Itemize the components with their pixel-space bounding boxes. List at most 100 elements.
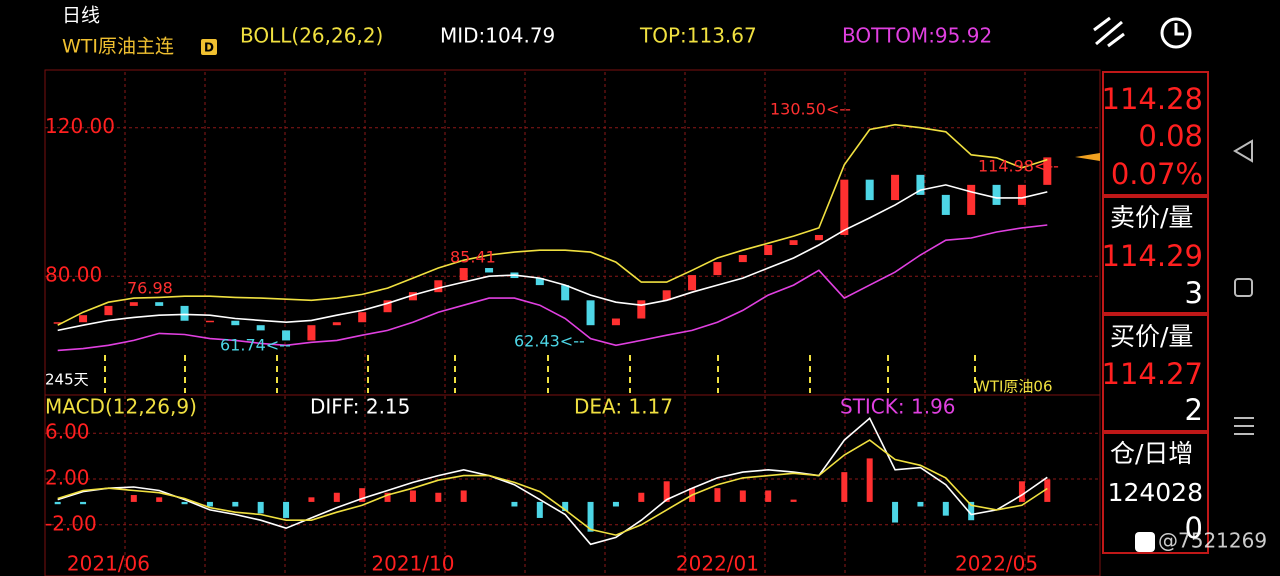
x-tick-label: 2022/01: [676, 552, 759, 576]
macd-bar: [80, 501, 87, 505]
y-tick-label: 120.00: [45, 114, 115, 138]
draw-icon[interactable]: [1093, 16, 1125, 48]
macd-bar: [181, 501, 188, 505]
macd-bar: [54, 501, 61, 505]
annotation: 130.50<--: [770, 100, 851, 119]
candle: [282, 330, 291, 341]
oi-change: 0: [1185, 511, 1203, 545]
macd-bar: [663, 481, 670, 502]
boll-line: [57, 123, 1048, 326]
candle: [434, 280, 443, 293]
candle: [764, 245, 773, 256]
candle: [53, 322, 62, 324]
macd-bar: [384, 492, 391, 502]
macd-bar: [359, 488, 366, 502]
candle: [129, 302, 138, 306]
macd-bar: [1018, 481, 1025, 502]
y-tick-label: 2.00: [45, 466, 90, 490]
candle: [79, 315, 88, 323]
change-pct: 0.07%: [1111, 157, 1203, 191]
candle: [1043, 157, 1052, 185]
macd-bar: [866, 458, 873, 502]
macd-bar: [156, 497, 163, 502]
boll-line: [57, 224, 1048, 352]
macd-bar: [790, 499, 797, 502]
bid: 114.27: [1102, 357, 1203, 391]
annotation: 85.41: [450, 248, 496, 267]
annotation: 61.74<--: [220, 336, 291, 355]
mid: MID:104.79: [440, 24, 555, 48]
macd-bar: [892, 501, 899, 523]
dea-label: DEA: 1.17: [574, 395, 673, 419]
macd-bar: [968, 501, 975, 521]
macd-bar: [562, 501, 569, 512]
macd-line: [57, 417, 1048, 546]
macd-bar: [333, 492, 340, 502]
macd-bar: [638, 492, 645, 502]
macd-bar: [714, 488, 721, 502]
bid-label: 买价/量: [1110, 322, 1193, 351]
oi-label: 仓/日增: [1110, 439, 1193, 468]
ask-label: 卖价/量: [1110, 203, 1193, 232]
bid-volume: 2: [1185, 393, 1203, 427]
nav-back[interactable]: [1233, 139, 1253, 163]
annotation: 76.98: [127, 279, 173, 298]
x-tick-label: 2021/10: [371, 552, 454, 576]
candle: [332, 322, 341, 326]
ask-volume: 3: [1185, 276, 1203, 310]
annotation: 245天: [45, 371, 89, 389]
boll-line: [57, 184, 1048, 332]
facebook-icon: [1135, 532, 1155, 552]
macd-bar: [612, 501, 619, 507]
macd-bar: [511, 501, 518, 507]
macd-bar: [257, 501, 264, 514]
macd-bar: [587, 501, 594, 532]
annotation: WTI原油06: [975, 378, 1053, 396]
macd-bar: [308, 497, 315, 502]
watermark: @7521269: [1158, 529, 1267, 553]
macd-bar: [283, 501, 290, 518]
candle: [155, 302, 164, 306]
candle: [358, 312, 367, 323]
price: 114.28: [1102, 82, 1203, 116]
candle: [535, 278, 544, 286]
macd-bar: [739, 490, 746, 502]
candle: [865, 179, 874, 201]
macd-bar: [460, 490, 467, 502]
diff-label: DIFF: 2.15: [310, 395, 410, 419]
top: TOP:113.67: [639, 24, 757, 48]
nav-bar: [1210, 0, 1280, 576]
candle: [586, 300, 595, 326]
candle: [637, 300, 646, 319]
change: 0.08: [1138, 119, 1203, 153]
macd-bar: [1044, 479, 1051, 502]
macd-bar: [917, 501, 924, 507]
macd-bar: [942, 501, 949, 516]
open-interest: 124028: [1108, 478, 1203, 507]
candle: [916, 174, 925, 195]
badge: D: [204, 41, 214, 55]
clock-icon[interactable]: [1160, 17, 1192, 49]
stick-label: STICK: 1.96: [840, 395, 956, 419]
candle: [611, 318, 620, 326]
macd-bar: [232, 501, 239, 507]
y-tick-label: 80.00: [45, 263, 102, 287]
candle: [662, 290, 671, 301]
candle: [485, 268, 494, 273]
y-tick-label: 6.00: [45, 420, 90, 444]
candle: [104, 305, 113, 316]
candle: [383, 300, 392, 313]
nav-menu[interactable]: [1234, 417, 1254, 435]
symbol[interactable]: WTI原油主连: [62, 36, 174, 58]
bottom: BOTTOM:95.92: [842, 24, 992, 48]
candle: [561, 285, 570, 301]
candle: [891, 174, 900, 201]
candle: [307, 325, 316, 341]
candle: [967, 184, 976, 215]
nav-home[interactable]: [1234, 278, 1253, 297]
indicator[interactable]: BOLL(26,26,2): [240, 24, 383, 48]
candle: [738, 255, 747, 263]
macd-bar: [206, 501, 213, 507]
price-marker: [1075, 153, 1100, 161]
